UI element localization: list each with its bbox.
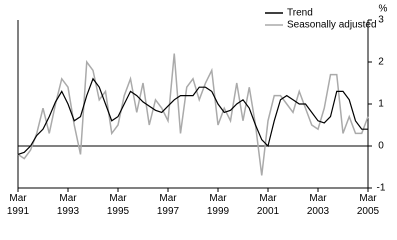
y-tick-label: 0 [378,141,384,152]
line-series [17,77,368,155]
chart: % -1 0 1 2 3 Trend Seasonally adjusted Mar 199… [6,4,388,217]
x-tick-label: Mar 1999 [206,193,230,217]
legend-label: Seasonally adjusted [287,20,377,31]
x-tick-label: Mar 2001 [256,193,280,217]
x-tick-label: Mar 1997 [156,193,180,217]
x-tick-label: Mar 1993 [56,193,80,217]
y-tick-label: 1 [378,99,384,110]
legend-label: Trend [287,8,313,19]
x-tick-label: Mar 2003 [306,193,330,217]
x-tick-label: Mar 2005 [356,193,380,217]
y-tick-label: 3 [378,15,384,26]
y-unit: % [379,4,388,15]
y-tick-label: -1 [377,183,386,194]
y-tick-label: 2 [378,57,384,68]
x-tick-label: Mar 1995 [106,193,130,217]
x-tick-label: Mar 1991 [6,193,30,217]
line-series [17,53,369,176]
